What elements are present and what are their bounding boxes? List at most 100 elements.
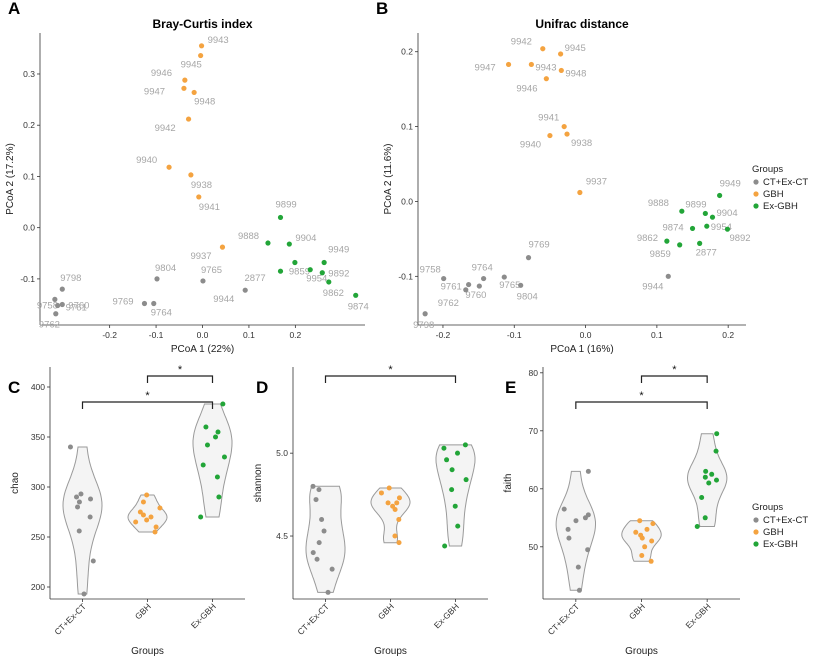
point-label-9937: 9937 — [190, 251, 211, 262]
dot-GBH — [137, 509, 143, 515]
point-label-9948: 9948 — [565, 68, 586, 79]
point-label-9764: 9764 — [472, 263, 493, 274]
dot-CT+Ex-CT — [573, 518, 579, 524]
dot-CT+Ex-CT — [585, 547, 591, 553]
violin-CT+Ex-CT — [305, 485, 346, 593]
point-label-9862: 9862 — [637, 233, 658, 244]
y-tick-label: 0.3 — [23, 69, 35, 79]
significance-bracket — [640, 375, 708, 383]
point-9945 — [558, 51, 564, 57]
panel-e: E 50 60 70 80 faith Groups CT+Ex-CT GBH Ex-GBH * * — [503, 364, 740, 657]
point-label-9946: 9946 — [151, 68, 172, 79]
x-tick-label: 0.1 — [243, 330, 255, 340]
dot-CT+Ex-CT — [316, 487, 322, 493]
legend-item: Ex-GBH — [763, 539, 798, 550]
significance-bracket — [324, 375, 457, 383]
point-label-9940: 9940 — [520, 140, 541, 151]
point-label-9769: 9769 — [529, 240, 550, 251]
dot-CT+Ex-CT — [316, 540, 322, 546]
point-label-9859: 9859 — [650, 249, 671, 260]
dot-Ex-GBH — [216, 494, 222, 500]
point-label-9949: 9949 — [720, 178, 741, 189]
dot-Ex-GBH — [442, 543, 448, 549]
dot-GBH — [650, 521, 656, 527]
x-tick-label: GBH — [627, 601, 647, 621]
legend-title: Groups — [752, 164, 783, 175]
point-9758 — [441, 275, 447, 282]
x-axis-label: Groups — [374, 646, 407, 657]
y-tick-label: 0.2 — [23, 120, 35, 130]
point-9937 — [219, 244, 226, 250]
dot-CT+Ex-CT — [566, 535, 572, 541]
dot-GBH — [386, 485, 392, 491]
point-9937 — [577, 189, 583, 196]
y-tick-label: 250 — [31, 532, 45, 542]
point-9859 — [292, 259, 298, 266]
dot-GBH — [396, 540, 402, 546]
y-tick-label: 0.2 — [401, 47, 413, 57]
point-9954 — [704, 223, 710, 229]
point-label-9945: 9945 — [565, 43, 586, 54]
y-tick-label: 350 — [31, 432, 45, 442]
point-9758 — [52, 296, 58, 302]
dot-GBH — [140, 512, 146, 518]
panel-c: C 200 250 300 350 400 chao Groups CT+Ex-CT GBH Ex-… — [8, 364, 245, 657]
violin-Ex-GBH — [192, 403, 233, 518]
x-tick-label: 0.2 — [289, 330, 301, 340]
point-label-2877: 2877 — [245, 273, 266, 284]
point-9874 — [689, 225, 696, 232]
dot-Ex-GBH — [455, 523, 461, 529]
dot-Ex-GBH — [706, 480, 712, 486]
point-label-9938: 9938 — [191, 180, 212, 191]
dot-Ex-GBH — [714, 431, 720, 437]
significance-star: * — [145, 390, 150, 402]
point-9947 — [181, 85, 187, 91]
x-tick-label: -0.1 — [149, 330, 164, 340]
point-9765 — [501, 274, 507, 280]
dot-GBH — [148, 514, 154, 520]
dot-Ex-GBH — [444, 457, 450, 463]
point-label-9765: 9765 — [499, 280, 520, 291]
panel-d: D 4.5 5.0 shannon Groups CT+Ex-CT GBH Ex-GBH * — [253, 364, 488, 657]
point-9769 — [141, 300, 148, 307]
point-9943 — [198, 43, 205, 49]
x-tick-label: 0.2 — [722, 330, 734, 340]
dot-CT+Ex-CT — [585, 512, 591, 518]
point-label-9943: 9943 — [535, 62, 556, 73]
dot-Ex-GBH — [702, 515, 708, 521]
x-tick-label: 0.0 — [580, 330, 592, 340]
legend-title: Groups — [752, 502, 783, 513]
dot-CT+Ex-CT — [565, 526, 571, 532]
dot-Ex-GBH — [702, 474, 708, 480]
point-9764 — [481, 275, 487, 282]
y-axis-label: chao — [10, 472, 21, 494]
y-tick-label: 0.1 — [401, 122, 413, 132]
point-9888 — [265, 240, 271, 246]
point-label-9937: 9937 — [586, 176, 607, 187]
x-tick-label: -0.2 — [436, 330, 451, 340]
dot-CT+Ex-CT — [74, 494, 80, 500]
y-tick-label: 0.1 — [23, 171, 35, 181]
x-tick-label: GBH — [133, 601, 153, 621]
plot-title: Unifrac distance — [535, 17, 629, 31]
point-9798 — [422, 311, 428, 317]
dot-CT+Ex-CT — [75, 504, 81, 510]
point-9761 — [466, 281, 472, 288]
point-9769 — [525, 255, 532, 261]
point-label-9862: 9862 — [323, 288, 344, 299]
point-9762 — [463, 287, 469, 293]
violin-GBH — [127, 494, 168, 533]
point-label-9947: 9947 — [475, 62, 496, 73]
point-label-9760: 9760 — [68, 301, 89, 312]
dot-GBH — [396, 516, 402, 522]
legend-swatch — [753, 541, 759, 547]
dot-CT+Ex-CT — [319, 516, 325, 522]
significance-star: * — [178, 364, 183, 376]
point-label-9765: 9765 — [201, 265, 222, 276]
point-label-9758: 9758 — [37, 300, 58, 311]
point-9892 — [319, 270, 325, 276]
point-2877 — [697, 240, 703, 246]
point-label-9941: 9941 — [538, 113, 559, 124]
point-9904 — [709, 214, 716, 220]
point-9904 — [286, 241, 292, 247]
